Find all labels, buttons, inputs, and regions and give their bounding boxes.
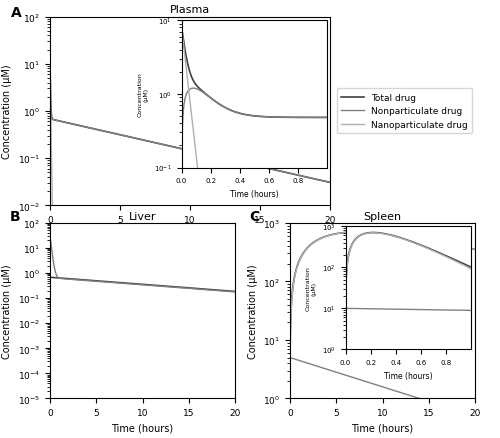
Y-axis label: Concentration (μM): Concentration (μM) (2, 64, 12, 159)
Title: Liver: Liver (129, 211, 156, 221)
Y-axis label: Concentration (μM): Concentration (μM) (2, 264, 12, 358)
Legend: Total drug, Nonparticulate drug, Nanoparticulate drug: Total drug, Nonparticulate drug, Nanopar… (337, 89, 472, 134)
Text: B: B (10, 209, 20, 223)
Y-axis label: Concentration (μM): Concentration (μM) (248, 264, 258, 358)
X-axis label: Time (hours): Time (hours) (352, 423, 414, 433)
Title: Spleen: Spleen (364, 211, 402, 221)
X-axis label: Time (hours): Time (hours) (112, 423, 174, 433)
X-axis label: Time (hours): Time (hours) (159, 230, 221, 240)
Title: Plasma: Plasma (170, 5, 210, 15)
Text: A: A (11, 6, 22, 20)
Text: C: C (250, 209, 260, 223)
